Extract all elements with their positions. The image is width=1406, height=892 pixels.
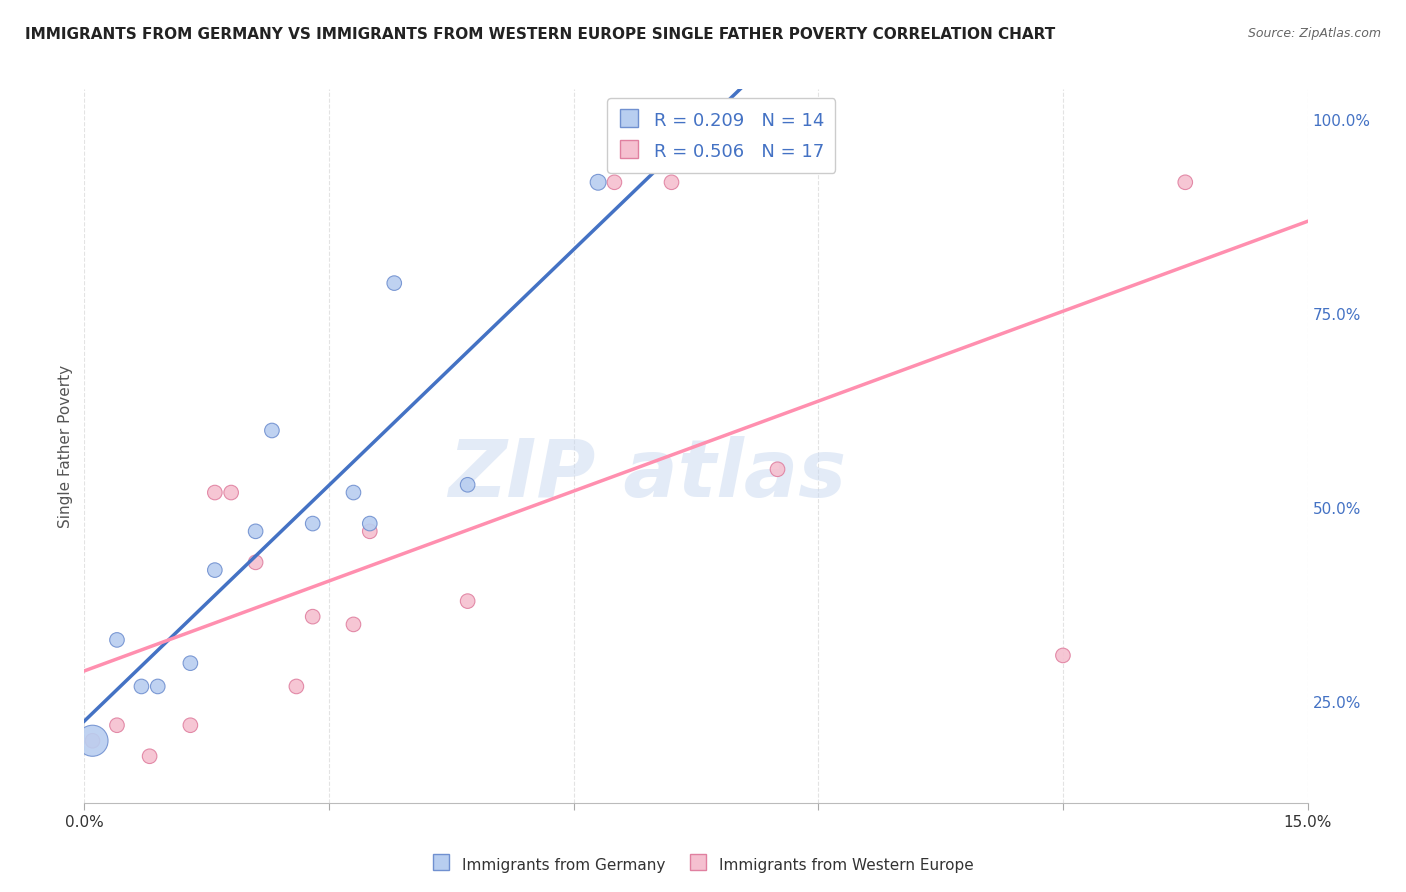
Point	[301, 609, 323, 624]
Text: IMMIGRANTS FROM GERMANY VS IMMIGRANTS FROM WESTERN EUROPE SINGLE FATHER POVERTY : IMMIGRANTS FROM GERMANY VS IMMIGRANTS FR…	[25, 27, 1056, 42]
Point	[219, 485, 242, 500]
Point	[359, 516, 381, 531]
Point	[342, 617, 364, 632]
Point	[131, 680, 153, 694]
Point	[661, 175, 683, 189]
Point	[382, 276, 405, 290]
Point	[82, 733, 104, 747]
Legend: R = 0.209   N = 14, R = 0.506   N = 17: R = 0.209 N = 14, R = 0.506 N = 17	[607, 98, 835, 173]
Point	[766, 462, 789, 476]
Point	[586, 175, 609, 189]
Point	[301, 516, 323, 531]
Point	[138, 749, 160, 764]
Point	[359, 524, 381, 539]
Point	[245, 524, 267, 539]
Point	[179, 656, 201, 670]
Point	[457, 477, 479, 491]
Point	[179, 718, 201, 732]
Text: Source: ZipAtlas.com: Source: ZipAtlas.com	[1247, 27, 1381, 40]
Point	[603, 175, 626, 189]
Point	[1052, 648, 1074, 663]
Point	[245, 555, 267, 569]
Point	[342, 485, 364, 500]
Point	[1174, 175, 1197, 189]
Point	[204, 485, 226, 500]
Point	[105, 632, 128, 647]
Legend: Immigrants from Germany, Immigrants from Western Europe: Immigrants from Germany, Immigrants from…	[426, 849, 980, 880]
Point	[204, 563, 226, 577]
Text: ZIP atlas: ZIP atlas	[449, 435, 846, 514]
Point	[260, 424, 283, 438]
Point	[105, 718, 128, 732]
Point	[457, 594, 479, 608]
Point	[285, 680, 308, 694]
Y-axis label: Single Father Poverty: Single Father Poverty	[58, 365, 73, 527]
Point	[146, 680, 169, 694]
Point	[82, 733, 104, 747]
